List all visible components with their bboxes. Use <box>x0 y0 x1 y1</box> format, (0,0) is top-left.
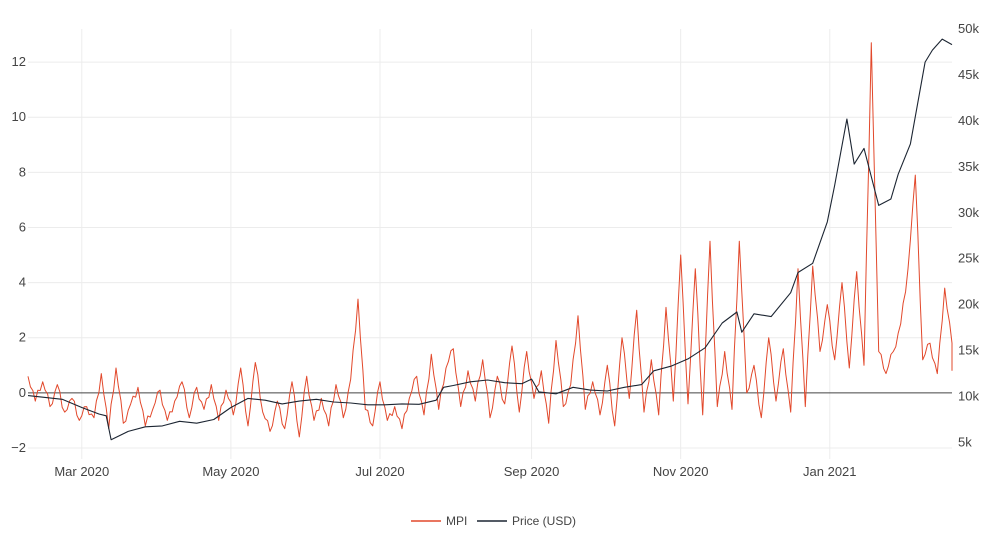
y-right-tick-label: 45k <box>958 67 979 82</box>
y-right-tick-label: 5k <box>958 434 972 449</box>
legend-label-price: Price (USD) <box>512 514 576 528</box>
x-tick-label: May 2020 <box>202 464 259 479</box>
y-left-tick-label: 12 <box>12 54 26 69</box>
y-left-tick-label: 8 <box>19 164 26 179</box>
y-left-tick-label: 2 <box>19 330 26 345</box>
legend-label-mpi: MPI <box>446 514 467 528</box>
y-left-tick-label: 6 <box>19 219 26 234</box>
legend-item-price[interactable]: Price (USD) <box>477 514 576 528</box>
y-right-tick-label: 25k <box>958 251 979 266</box>
y-left-tick-label: 0 <box>19 385 26 400</box>
y-left-tick-label: −2 <box>11 440 26 455</box>
grid-layer <box>28 29 952 459</box>
y-right-tick-label: 40k <box>958 113 979 128</box>
y-left-tick-label: 4 <box>19 275 26 290</box>
y-right-tick-label: 30k <box>958 205 979 220</box>
legend[interactable]: MPI Price (USD) <box>411 514 576 528</box>
y-right-tick-label: 50k <box>958 21 979 36</box>
x-tick-label: Sep 2020 <box>504 464 560 479</box>
y-right-tick-label: 15k <box>958 343 979 358</box>
y-left-tick-label: 10 <box>12 109 26 124</box>
series-line-mpi <box>27 42 953 438</box>
axis-labels: −2 0 2 4 6 8 10 12 5k 10k 15k 20k 25k 30k 35k 40k 45k 50k… <box>11 21 979 479</box>
series-layer <box>27 38 953 441</box>
x-tick-label: Jul 2020 <box>355 464 404 479</box>
y-right-tick-label: 20k <box>958 297 979 312</box>
x-tick-label: Mar 2020 <box>54 464 109 479</box>
x-tick-label: Nov 2020 <box>653 464 709 479</box>
legend-item-mpi[interactable]: MPI <box>411 514 467 528</box>
y-right-tick-label: 10k <box>958 389 979 404</box>
series-line-price <box>27 38 953 441</box>
x-tick-label: Jan 2021 <box>803 464 857 479</box>
y-right-tick-label: 35k <box>958 159 979 174</box>
